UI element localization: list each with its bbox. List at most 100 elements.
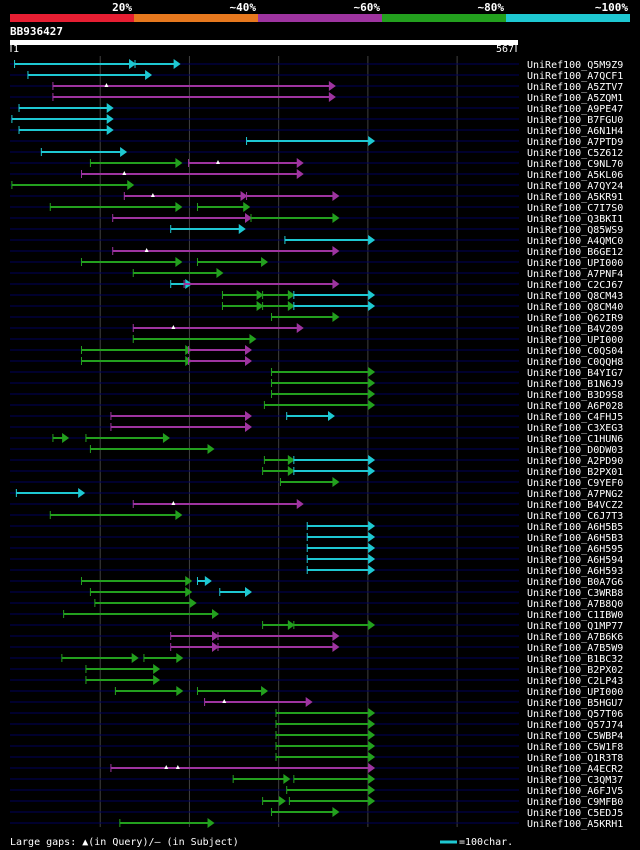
hit-name-label[interactable]: UniRef100_C1IBW0 — [527, 610, 623, 621]
hit-name-label[interactable]: UniRef100_Q62IR9 — [527, 313, 623, 324]
hit-name-label[interactable]: UniRef100_A5KRH1 — [527, 819, 623, 830]
hit-row: UniRef100_C1IBW0 — [10, 609, 623, 621]
hit-name-label[interactable]: UniRef100_A6FJV5 — [527, 786, 623, 797]
hit-name-label[interactable]: UniRef100_A9PE47 — [527, 104, 623, 115]
hit-name-label[interactable]: UniRef100_B7FGU0 — [527, 115, 623, 126]
hit-name-label[interactable]: UniRef100_Q8CM43 — [527, 291, 623, 302]
hit-name-label[interactable]: UniRef100_C3QM37 — [527, 775, 623, 786]
hit-name-label[interactable]: UniRef100_A6P028 — [527, 401, 623, 412]
hit-name-label[interactable]: UniRef100_C5EDJ5 — [527, 808, 623, 819]
hit-segment-arrow — [256, 301, 264, 311]
hit-name-label[interactable]: UniRef100_A7PTD9 — [527, 137, 623, 148]
hit-name-label[interactable]: UniRef100_Q1MP77 — [527, 621, 623, 632]
hit-segment-arrow — [368, 235, 376, 245]
hit-segment-arrow — [185, 587, 193, 597]
hit-name-label[interactable]: UniRef100_B3D9S8 — [527, 390, 623, 401]
hit-segment-arrow — [287, 301, 295, 311]
hit-name-label[interactable]: UniRef100_A4QMC0 — [527, 236, 623, 247]
hit-name-label[interactable]: UniRef100_Q8CM40 — [527, 302, 623, 313]
hit-name-label[interactable]: UniRef100_A6H593 — [527, 566, 623, 577]
hit-name-label[interactable]: UniRef100_A6N1H4 — [527, 126, 623, 137]
hit-name-label[interactable]: UniRef100_Q5M9Z9 — [527, 60, 623, 71]
hit-name-label[interactable]: UniRef100_B4YIG7 — [527, 368, 623, 379]
hit-name-label[interactable]: UniRef100_C0QS04 — [527, 346, 623, 357]
hit-name-label[interactable]: UniRef100_C9NL70 — [527, 159, 623, 170]
hit-name-label[interactable]: UniRef100_A7PNG2 — [527, 489, 623, 500]
hit-name-label[interactable]: UniRef100_A4ECR2 — [527, 764, 623, 775]
hit-segment-arrow — [245, 587, 253, 597]
hit-rows: UniRef100_Q5M9Z9UniRef100_A7QCF1UniRef10… — [10, 59, 623, 830]
hit-name-label[interactable]: UniRef100_C1HUN6 — [527, 434, 623, 445]
hit-name-label[interactable]: UniRef100_B1N6J9 — [527, 379, 623, 390]
query-gap-marker — [150, 193, 155, 197]
hit-segment-arrow — [127, 180, 135, 190]
hit-name-label[interactable]: UniRef100_A7B6K6 — [527, 632, 623, 643]
hit-name-label[interactable]: UniRef100_A7B8Q0 — [527, 599, 623, 610]
hit-segment-arrow — [145, 70, 153, 80]
hit-name-label[interactable]: UniRef100_C5WBP4 — [527, 731, 623, 742]
hit-name-label[interactable]: UniRef100_C9MFB0 — [527, 797, 623, 808]
hit-name-label[interactable]: UniRef100_A6H595 — [527, 544, 623, 555]
hit-segment-arrow — [296, 169, 304, 179]
hit-name-label[interactable]: UniRef100_A7QCF1 — [527, 71, 623, 82]
hit-row: UniRef100_A7QY24 — [10, 180, 623, 192]
hit-name-label[interactable]: UniRef100_B0A7G6 — [527, 577, 623, 588]
hit-name-label[interactable]: UniRef100_A7B5W9 — [527, 643, 623, 654]
hit-name-label[interactable]: UniRef100_C3WRB8 — [527, 588, 623, 599]
hit-name-label[interactable]: UniRef100_C0QQH8 — [527, 357, 623, 368]
hit-row: UniRef100_B1BC32 — [10, 653, 623, 665]
hit-name-label[interactable]: UniRef100_B2PX01 — [527, 467, 623, 478]
hit-name-label[interactable]: UniRef100_B2PX02 — [527, 665, 623, 676]
hit-name-label[interactable]: UniRef100_C9YEF0 — [527, 478, 623, 489]
hit-row: UniRef100_C2CJ67 — [10, 279, 623, 291]
hit-row: UniRef100_UPI000 — [10, 257, 623, 269]
hit-name-label[interactable]: UniRef100_B5HGU7 — [527, 698, 623, 709]
query-gap-marker — [104, 83, 109, 87]
hit-row: UniRef100_B2PX01 — [10, 466, 623, 478]
hit-name-label[interactable]: UniRef100_B4V209 — [527, 324, 623, 335]
hit-row: UniRef100_C0QS04 — [10, 345, 623, 357]
hit-name-label[interactable]: UniRef100_A7PNF4 — [527, 269, 623, 280]
hit-name-label[interactable]: UniRef100_C4FHJ5 — [527, 412, 623, 423]
hit-name-label[interactable]: UniRef100_C3XEG3 — [527, 423, 623, 434]
hit-row: UniRef100_A5KRH1 — [10, 818, 623, 830]
hit-name-label[interactable]: UniRef100_Q85WS9 — [527, 225, 623, 236]
hit-name-label[interactable]: UniRef100_B4VCZ2 — [527, 500, 623, 511]
hit-name-label[interactable]: UniRef100_C5W1F8 — [527, 742, 623, 753]
hit-name-label[interactable]: UniRef100_C6J7T3 — [527, 511, 623, 522]
hit-name-label[interactable]: UniRef100_Q57T06 — [527, 709, 623, 720]
hit-name-label[interactable]: UniRef100_C2LP43 — [527, 676, 623, 687]
hit-name-label[interactable]: UniRef100_B6GE12 — [527, 247, 623, 258]
hit-name-label[interactable]: UniRef100_C7I7S0 — [527, 203, 623, 214]
hit-name-label[interactable]: UniRef100_Q3BKI1 — [527, 214, 623, 225]
hit-name-label[interactable]: UniRef100_C2CJ67 — [527, 280, 623, 291]
hit-name-label[interactable]: UniRef100_C5Z612 — [527, 148, 623, 159]
hit-name-label[interactable]: UniRef100_UPI000 — [527, 335, 623, 346]
hit-name-label[interactable]: UniRef100_UPI000 — [527, 687, 623, 698]
hit-row: UniRef100_A6H595 — [10, 543, 623, 555]
hit-name-label[interactable]: UniRef100_A7QY24 — [527, 181, 623, 192]
hit-name-label[interactable]: UniRef100_UPI000 — [527, 258, 623, 269]
hit-name-label[interactable]: UniRef100_D0DW03 — [527, 445, 623, 456]
hit-name-label[interactable]: UniRef100_A5ZQM1 — [527, 93, 623, 104]
hit-name-label[interactable]: UniRef100_Q57J74 — [527, 720, 623, 731]
hit-name-label[interactable]: UniRef100_A5KL06 — [527, 170, 623, 181]
hit-segment-arrow — [261, 686, 269, 696]
query-gap-marker — [171, 325, 176, 329]
hit-name-label[interactable]: UniRef100_A2PD90 — [527, 456, 623, 467]
hit-name-label[interactable]: UniRef100_A6H594 — [527, 555, 623, 566]
hit-row: UniRef100_A7B6K6 — [10, 631, 623, 643]
legend-color-1 — [10, 14, 134, 22]
legend-color-4 — [382, 14, 506, 22]
hit-name-label[interactable]: UniRef100_A6H5B5 — [527, 522, 623, 533]
hit-name-label[interactable]: UniRef100_B1BC32 — [527, 654, 623, 665]
hit-segment-arrow — [368, 752, 376, 762]
hit-name-label[interactable]: UniRef100_Q1R3T8 — [527, 753, 623, 764]
ruler-end-label: 567 — [496, 44, 514, 55]
hit-row: UniRef100_C1HUN6 — [10, 433, 623, 445]
hit-name-label[interactable]: UniRef100_A5KR91 — [527, 192, 623, 203]
hit-name-label[interactable]: UniRef100_A6H5B3 — [527, 533, 623, 544]
hit-segment-arrow — [368, 367, 376, 377]
query-gap-marker — [144, 248, 149, 252]
hit-name-label[interactable]: UniRef100_A5ZTV7 — [527, 82, 623, 93]
